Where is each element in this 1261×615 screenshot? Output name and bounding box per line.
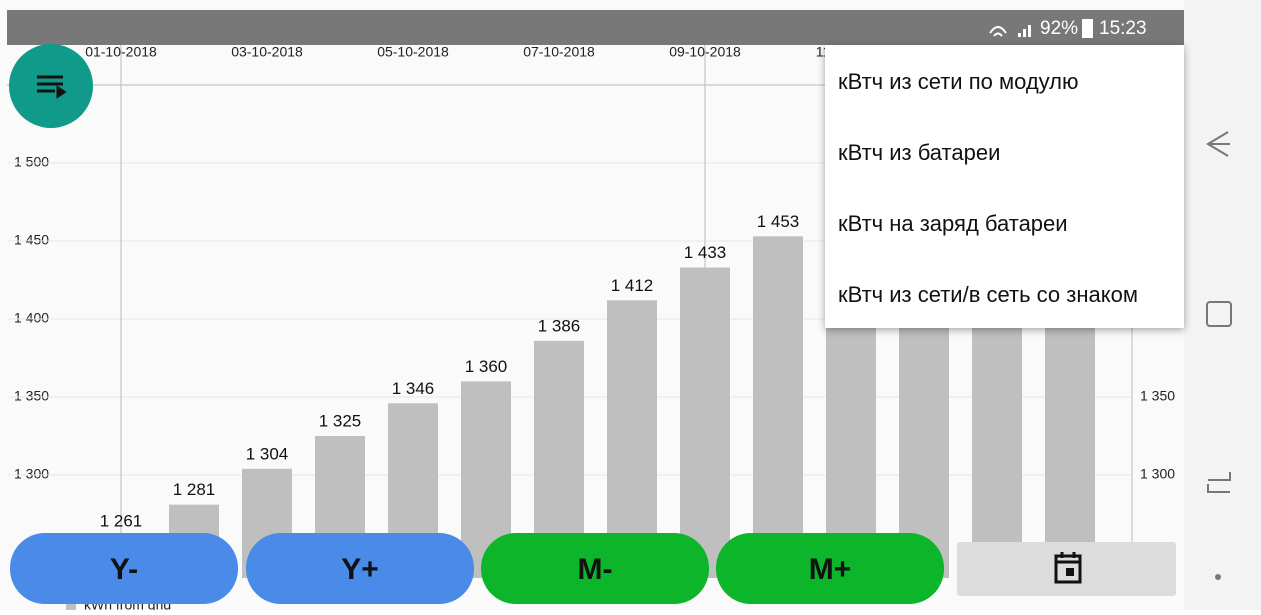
x-tick-label: 05-10-2018	[377, 44, 449, 60]
value-label: 1 360	[465, 357, 508, 376]
button-label: M+	[809, 553, 852, 586]
value-label: 1 433	[684, 243, 727, 262]
fab[interactable]	[9, 44, 93, 128]
x-tick-label: 09-10-2018	[669, 44, 741, 60]
dot-icon	[1215, 574, 1221, 580]
y2-tick-label: 1 300	[1140, 466, 1175, 482]
y2-tick-label: 1 350	[1140, 388, 1175, 404]
value-label: 1 453	[757, 212, 800, 231]
button-label: Y-	[110, 553, 138, 586]
menu-item[interactable]: кВтч из сети по модулю	[838, 69, 1079, 94]
signal-icon	[1018, 25, 1031, 37]
value-label: 1 386	[538, 316, 581, 335]
button-label: Y+	[341, 553, 379, 586]
y-tick-label: 1 450	[14, 232, 49, 248]
bar	[753, 236, 803, 578]
dropdown-menu	[825, 45, 1184, 328]
calendar-icon	[1054, 552, 1082, 584]
y-tick-label: 1 300	[14, 466, 49, 482]
y-tick-label: 1 400	[14, 310, 49, 326]
x-tick-label: 07-10-2018	[523, 44, 595, 60]
battery-icon	[1082, 19, 1093, 38]
menu-item[interactable]: кВтч на заряд батареи	[838, 211, 1068, 236]
x-tick-label: 01-10-2018	[85, 44, 157, 60]
buttons: Y- Y+ M- M+	[10, 533, 944, 604]
value-label: 1 261	[100, 511, 143, 530]
nav-bar	[1184, 0, 1261, 610]
value-label: 1 346	[392, 379, 435, 398]
battery-percent: 92%	[1040, 18, 1078, 39]
menu-item[interactable]: кВтч из батареи	[838, 140, 1000, 165]
button-label: M-	[578, 553, 613, 586]
legend-swatch	[66, 600, 76, 610]
nav-button[interactable]	[716, 533, 944, 604]
y-tick-label: 1 350	[14, 388, 49, 404]
value-label: 1 304	[246, 444, 289, 463]
nav-button[interactable]	[481, 533, 709, 604]
menu-item[interactable]: кВтч из сети/в сеть со знаком	[838, 282, 1138, 307]
bar	[680, 267, 730, 578]
clock: 15:23	[1099, 18, 1147, 39]
status-bar	[7, 10, 1184, 45]
value-label: 1 325	[319, 412, 362, 431]
x-tick-label: 03-10-2018	[231, 44, 303, 60]
calendar-icon-day	[1066, 568, 1074, 576]
value-label: 1 412	[611, 276, 654, 295]
recents-icon[interactable]	[1207, 472, 1231, 493]
wifi-icon	[989, 26, 1007, 37]
home-icon[interactable]	[1206, 301, 1232, 327]
fab-icon	[37, 75, 67, 99]
value-label: 1 281	[173, 480, 216, 499]
nav-button[interactable]	[10, 533, 238, 604]
bar	[607, 300, 657, 578]
nav-button[interactable]	[246, 533, 474, 604]
y-tick-label: 1 500	[14, 154, 49, 170]
menu-items: кВтч из сети по модулю кВтч из батареи кВт…	[838, 69, 1138, 307]
back-icon[interactable]	[1206, 131, 1230, 157]
